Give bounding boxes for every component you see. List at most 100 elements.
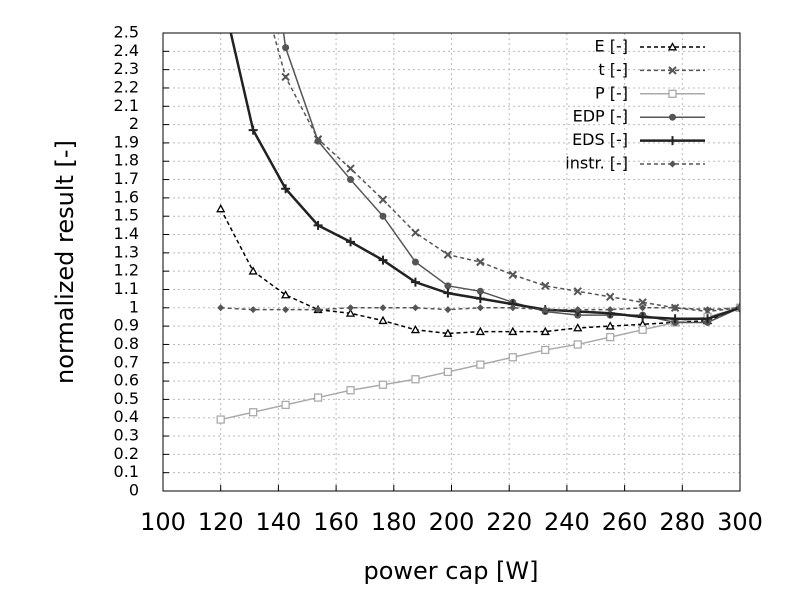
marker — [509, 304, 517, 312]
y-tick-label: 0.4 — [114, 407, 139, 426]
marker — [345, 308, 356, 317]
marker — [378, 315, 388, 325]
marker — [541, 345, 550, 355]
marker — [378, 255, 388, 265]
marker — [605, 292, 615, 302]
marker — [248, 266, 258, 275]
marker — [574, 306, 582, 314]
y-tick-label: 1 — [129, 297, 139, 316]
marker — [476, 287, 484, 295]
marker — [670, 314, 680, 324]
marker — [606, 306, 614, 314]
y-tick-label: 2 — [129, 114, 139, 133]
y-tick-label: 0.5 — [114, 389, 139, 408]
marker — [736, 304, 740, 312]
marker — [410, 324, 421, 334]
marker — [346, 386, 355, 395]
x-tick-label: 160 — [313, 508, 359, 536]
marker — [508, 326, 518, 336]
x-tick-label: 260 — [602, 508, 648, 536]
marker — [443, 367, 453, 377]
marker — [704, 306, 712, 314]
y-tick-label: 0 — [129, 481, 139, 500]
marker — [379, 304, 387, 312]
marker — [573, 287, 582, 296]
marker — [314, 137, 322, 145]
marker — [411, 258, 419, 266]
marker — [541, 281, 550, 291]
plot-frame — [162, 32, 741, 492]
x-tick-label: 100 — [140, 508, 186, 536]
y-tick-label: 1.4 — [114, 224, 139, 243]
x-tick-label: 240 — [544, 508, 590, 536]
marker — [314, 306, 322, 314]
marker — [475, 294, 485, 304]
y-tick-label: 2.1 — [114, 96, 139, 115]
marker — [573, 340, 582, 349]
legend-marker — [669, 160, 676, 168]
marker — [410, 277, 420, 287]
y-tick-label: 1.2 — [114, 261, 139, 280]
marker — [605, 321, 615, 330]
x-tick-label: 300 — [717, 508, 763, 536]
series-line — [272, 33, 740, 313]
marker — [541, 306, 549, 314]
y-tick-label: 1.6 — [114, 187, 139, 206]
marker — [606, 332, 615, 342]
legend-marker — [669, 113, 676, 121]
marker — [249, 306, 257, 314]
y-tick-label: 0.9 — [114, 316, 139, 335]
x-tick-label: 120 — [198, 508, 244, 536]
y-tick-label: 1.8 — [114, 151, 139, 170]
marker — [378, 195, 388, 204]
marker — [411, 375, 420, 384]
y-axis-label: normalized result [-] — [51, 140, 79, 384]
marker — [443, 288, 453, 298]
marker — [638, 298, 647, 307]
marker — [216, 204, 226, 213]
y-tick-label: 1.5 — [114, 206, 139, 225]
marker — [346, 164, 355, 173]
x-tick-label: 280 — [659, 508, 705, 536]
legend-marker — [668, 89, 677, 98]
marker — [639, 304, 647, 312]
marker — [444, 306, 452, 314]
y-tick-label: 1.7 — [114, 169, 139, 188]
y-tick-label: 1.3 — [114, 242, 139, 261]
legend-label: instr. [-] — [565, 154, 628, 173]
legend-label: P [-] — [595, 83, 628, 102]
marker — [282, 44, 290, 52]
marker — [313, 393, 323, 402]
marker — [638, 312, 648, 322]
marker — [476, 257, 485, 267]
y-tick-label: 2.2 — [114, 77, 139, 96]
x-tick-label: 140 — [255, 508, 301, 536]
x-axis-label: power cap [W] — [363, 557, 538, 585]
marker — [508, 353, 517, 362]
y-tick-label: 0.6 — [114, 371, 139, 390]
marker — [281, 400, 290, 410]
marker — [443, 250, 453, 259]
marker — [476, 304, 484, 312]
marker — [346, 237, 356, 247]
plot-area — [216, 33, 740, 424]
marker — [411, 304, 419, 312]
y-tick-label: 2.4 — [114, 41, 139, 60]
marker — [347, 304, 355, 312]
x-tick-label: 180 — [371, 508, 417, 536]
y-tick-label: 0.7 — [114, 352, 139, 371]
legend-marker — [668, 66, 677, 75]
y-tick-label: 1.1 — [114, 279, 139, 298]
marker — [411, 228, 420, 237]
marker — [248, 125, 258, 135]
marker — [703, 314, 713, 324]
y-tick-label: 2.5 — [114, 23, 139, 42]
marker — [281, 184, 291, 194]
marker — [475, 326, 485, 336]
marker — [508, 270, 518, 280]
marker — [313, 220, 323, 230]
legend-label: EDS [-] — [572, 130, 628, 149]
marker — [638, 325, 647, 334]
y-tick-label: 1.9 — [114, 132, 139, 151]
